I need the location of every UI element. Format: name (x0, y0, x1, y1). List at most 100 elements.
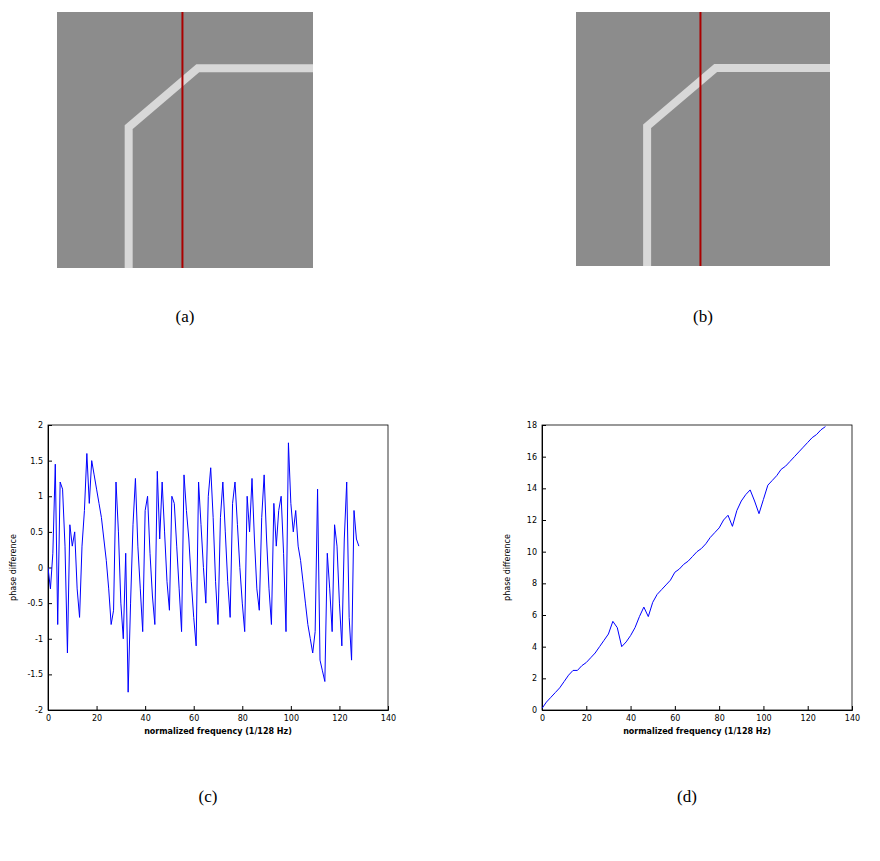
y-axis-title: phase difference (503, 534, 512, 601)
axis-line (543, 426, 547, 711)
tick: 40 (141, 706, 151, 723)
tick: 20 (92, 706, 102, 723)
tick-mark (48, 710, 52, 711)
tick-mark (542, 583, 546, 584)
tick-label: 14 (527, 484, 537, 493)
building-outline (129, 68, 313, 268)
tick-label: 4 (532, 643, 537, 652)
figure: (a)(b)020406080100120140-2-1.5-1-0.500.5… (0, 0, 880, 861)
tick-mark (542, 520, 546, 521)
y-axis: 024681012141618 (527, 421, 546, 715)
x-axis: 020406080100120140 (540, 706, 860, 723)
tick-label: 140 (381, 714, 396, 723)
tick-mark (542, 488, 546, 489)
tick-label: 60 (189, 714, 199, 723)
tick-label: 120 (332, 714, 347, 723)
tick-mark (97, 706, 98, 710)
tick-mark (48, 603, 52, 604)
tick-label: 1 (38, 492, 43, 501)
tick-mark (291, 706, 292, 710)
building-outline (647, 68, 830, 266)
tick: 140 (381, 706, 396, 723)
tick-label: 0 (38, 564, 43, 573)
tick-label: 6 (532, 611, 537, 620)
tick-mark (388, 706, 389, 710)
tick: 6 (532, 611, 546, 620)
tick-label: 16 (527, 453, 537, 462)
tick-label: 20 (582, 714, 592, 723)
tick-label: 100 (756, 714, 771, 723)
tick: 120 (332, 706, 347, 723)
tick: 18 (527, 421, 546, 430)
x-axis-title: normalized frequency (1/128 Hz) (623, 727, 771, 736)
tick-label: 140 (845, 714, 860, 723)
tick: -1.5 (27, 670, 52, 679)
plot-frame (48, 425, 388, 710)
tick-label: 2 (532, 674, 537, 683)
tick-label: 100 (284, 714, 299, 723)
data-line (48, 443, 359, 692)
tick: 20 (582, 706, 592, 723)
tick: 2 (532, 674, 546, 683)
plot-area (48, 443, 359, 692)
tick-mark (675, 706, 676, 710)
tick: 1 (38, 492, 52, 501)
image-panel (57, 12, 313, 268)
tick-mark (48, 461, 52, 462)
tick: 16 (527, 453, 546, 462)
tick: 0 (532, 706, 546, 715)
tick: 1.5 (30, 457, 52, 466)
tick: 60 (189, 706, 199, 723)
tick: 40 (626, 706, 636, 723)
panel-label: (d) (677, 787, 697, 806)
tick-label: 40 (141, 714, 151, 723)
tick-mark (586, 706, 587, 710)
tick-label: -1 (35, 635, 43, 644)
tick-label: 8 (532, 579, 537, 588)
plot-frame (542, 425, 852, 710)
tick-mark (48, 496, 52, 497)
tick-mark (48, 674, 52, 675)
tick-mark (631, 706, 632, 710)
tick-label: 10 (527, 548, 537, 557)
tick-mark (542, 552, 546, 553)
tick-label: 18 (527, 421, 537, 430)
tick: 4 (532, 643, 546, 652)
image-panel (576, 12, 830, 266)
tick-label: 0.5 (30, 528, 43, 537)
tick-mark (542, 425, 546, 426)
tick-mark (339, 706, 340, 710)
tick: 80 (238, 706, 248, 723)
tick-mark (48, 425, 52, 426)
tick: 0.5 (30, 528, 52, 537)
tick-label: -2 (35, 706, 43, 715)
tick-mark (48, 532, 52, 533)
tick: 0 (38, 564, 52, 573)
tick-label: 80 (715, 714, 725, 723)
panel-label: (c) (199, 787, 218, 806)
chart: 020406080100120140024681012141618normali… (503, 421, 860, 736)
tick: 14 (527, 484, 546, 493)
tick-label: 2 (38, 421, 43, 430)
tick-label: 20 (92, 714, 102, 723)
data-line (542, 427, 825, 709)
tick-mark (852, 706, 853, 710)
tick-label: 40 (626, 714, 636, 723)
tick: 140 (845, 706, 860, 723)
tick-mark (542, 710, 546, 711)
tick: 120 (801, 706, 816, 723)
panel-label: (a) (176, 307, 195, 326)
x-axis-title: normalized frequency (1/128 Hz) (144, 727, 292, 736)
tick-label: 60 (670, 714, 680, 723)
tick-mark (808, 706, 809, 710)
axis-line (543, 706, 853, 711)
tick: -0.5 (27, 599, 52, 608)
tick: 80 (715, 706, 725, 723)
aerial-image (57, 12, 313, 268)
aerial-image (576, 12, 830, 266)
tick: 60 (670, 706, 680, 723)
tick-label: 1.5 (30, 457, 43, 466)
tick-label: 0 (532, 706, 537, 715)
tick: 10 (527, 548, 546, 557)
tick: 8 (532, 579, 546, 588)
